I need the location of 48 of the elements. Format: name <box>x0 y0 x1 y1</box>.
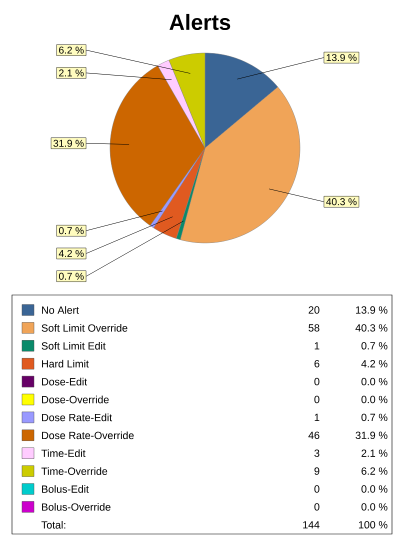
text: 6 <box>314 360 320 368</box>
text: 0.7 % <box>361 414 388 422</box>
text: 2.1 % <box>362 450 388 457</box>
legend-label: Dose Rate-Edit <box>42 414 112 422</box>
text: 20 <box>308 306 320 314</box>
data-label: 40.3 % <box>326 198 357 206</box>
text: 0 <box>314 378 320 386</box>
legend-label: Bolus-Edit <box>42 485 89 493</box>
legend-label: Bolus-Override <box>42 503 110 511</box>
text: 31.9 % <box>356 432 388 440</box>
text: 0.0 % <box>361 485 388 493</box>
data-label: 13.9 % <box>326 54 357 62</box>
text: 3 <box>314 450 320 457</box>
data-label: 0.7 % <box>58 227 84 234</box>
text: 40.3 % <box>355 324 388 332</box>
text: 100 % <box>358 521 388 529</box>
text: 4.2 % <box>361 360 388 368</box>
legend-label: No Alert <box>42 306 79 314</box>
legend-label: Hard Limit <box>42 360 89 368</box>
data-label: 0.7 % <box>58 272 84 280</box>
text: 0 <box>314 396 320 404</box>
text: 0.7 % <box>361 342 388 350</box>
text: 0.0 % <box>361 396 388 404</box>
chart-title: Alerts <box>169 14 230 30</box>
legend-label: Time-Edit <box>41 449 86 458</box>
text: 0 <box>314 485 320 493</box>
text: 6.2 % <box>362 467 388 475</box>
data-label: 2.1 % <box>59 69 84 76</box>
legend-label: Time-Override <box>41 467 108 475</box>
legend-label: Dose-Override <box>42 396 109 404</box>
text: 13.9 % <box>356 306 388 314</box>
legend-label: Soft Limit Edit <box>42 342 106 350</box>
data-label: 6.2 % <box>59 46 84 54</box>
data-label: 4.2 % <box>58 250 84 257</box>
text: 0.0 % <box>361 378 388 386</box>
text: 0.0 % <box>361 503 388 511</box>
text: 46 <box>308 432 320 440</box>
text: 58 <box>308 324 320 332</box>
legend-label: Soft Limit Override <box>42 324 128 332</box>
legend-label: Dose Rate-Override <box>42 431 134 440</box>
text: 9 <box>314 467 320 475</box>
text: Total: <box>41 520 66 529</box>
data-label: 31.9 % <box>53 140 84 147</box>
text: 1 <box>314 342 320 350</box>
text: 1 <box>314 414 320 421</box>
legend-label: Dose-Edit <box>42 378 88 386</box>
text: 144 <box>303 521 320 528</box>
text: 0 <box>314 503 320 511</box>
